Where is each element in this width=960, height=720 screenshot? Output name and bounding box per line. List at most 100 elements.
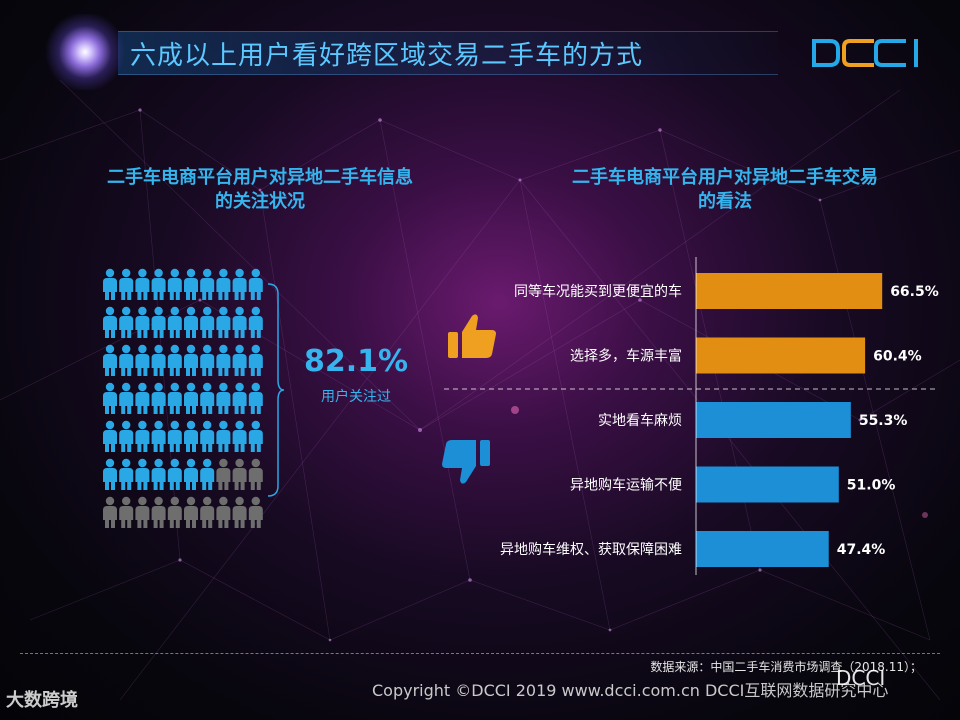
left-section-title: 二手车电商平台用户对异地二手车信息 的关注状况 (60, 166, 460, 214)
person-icon (167, 382, 182, 414)
value-label: 60.4% (873, 349, 922, 365)
thumbs-down-icon (442, 440, 490, 484)
watermark-left: 大数跨境 (6, 690, 78, 711)
right-section-title: 二手车电商平台用户对异地二手车交易 的看法 (520, 166, 930, 214)
person-icon (184, 344, 198, 376)
person-icon (135, 344, 150, 376)
attention-percent-label: 用户关注过 (321, 389, 391, 405)
person-icon (167, 268, 182, 300)
people-icon-grid (103, 268, 263, 528)
value-label: 47.4% (837, 542, 886, 558)
person-icon (119, 306, 134, 338)
person-icon (119, 344, 134, 376)
person-icon (248, 496, 263, 528)
person-icon (248, 306, 263, 338)
category-label: 实地看车麻烦 (598, 412, 682, 429)
person-icon (167, 306, 182, 338)
person-icon (135, 496, 150, 528)
person-icon (135, 306, 150, 338)
dcci-logo (812, 39, 918, 67)
attention-percent: 82.1% (303, 344, 409, 379)
person-icon (200, 382, 215, 414)
footer-divider (20, 653, 940, 654)
person-icon (135, 268, 150, 300)
watermark-right: DCCI (836, 666, 886, 690)
value-label: 51.0% (847, 478, 896, 494)
person-icon (216, 268, 231, 300)
left-title-line1: 二手车电商平台用户对异地二手车信息 (107, 167, 413, 188)
person-icon (200, 344, 215, 376)
person-icon (135, 382, 150, 414)
person-icon (200, 306, 215, 338)
person-icon (103, 458, 117, 490)
category-label: 选择多，车源丰富 (570, 348, 682, 365)
person-icon (135, 458, 150, 490)
value-label: 55.3% (859, 413, 908, 429)
person-icon (200, 496, 215, 528)
person-icon (167, 420, 182, 452)
person-icon (151, 458, 166, 490)
bar (696, 273, 883, 309)
person-icon (119, 420, 134, 452)
category-label: 异地购车维权、获取保障困难 (500, 541, 682, 558)
person-icon (232, 496, 247, 528)
person-icon (103, 382, 117, 414)
person-icon (216, 382, 231, 414)
bar (696, 402, 851, 438)
copyright: Copyright ©DCCI 2019 www.dcci.com.cn DCC… (372, 681, 889, 700)
category-label: 同等车况能买到更便宜的车 (514, 283, 682, 300)
person-icon (232, 458, 247, 490)
left-title-line2: 的关注状况 (215, 191, 305, 212)
bar (696, 337, 866, 374)
person-icon (167, 458, 182, 490)
flare-decoration (42, 14, 128, 90)
person-icon (167, 344, 182, 376)
person-icon (248, 344, 263, 376)
person-icon (248, 382, 263, 414)
person-icon (200, 458, 215, 490)
person-icon (184, 496, 198, 528)
bar (696, 531, 829, 567)
person-icon (151, 382, 166, 414)
person-icon (184, 306, 198, 338)
thumbs-up-icon (448, 314, 496, 358)
person-icon (216, 496, 231, 528)
person-icon (216, 458, 231, 490)
right-title-line1: 二手车电商平台用户对异地二手车交易 (572, 167, 878, 188)
person-icon (151, 344, 166, 376)
person-icon (119, 268, 134, 300)
person-icon (103, 306, 117, 338)
person-icon (232, 420, 247, 452)
person-icon (200, 420, 215, 452)
person-icon (232, 268, 247, 300)
title-bar (118, 31, 778, 75)
page-title: 六成以上用户看好跨区域交易二手车的方式 (130, 41, 644, 71)
person-icon (135, 420, 150, 452)
person-icon (184, 382, 198, 414)
data-source: 数据来源：中国二手车消费市场调查（2018.11）； (650, 660, 922, 674)
person-icon (216, 344, 231, 376)
bar (696, 466, 839, 503)
person-icon (216, 420, 231, 452)
person-icon (119, 496, 134, 528)
highlight-bracket (267, 283, 285, 497)
person-icon (119, 458, 134, 490)
person-icon (184, 268, 198, 300)
person-icon (184, 420, 198, 452)
person-icon (248, 458, 263, 490)
person-icon (119, 382, 134, 414)
person-icon (248, 420, 263, 452)
person-icon (151, 420, 166, 452)
person-icon (167, 496, 182, 528)
person-icon (216, 306, 231, 338)
person-icon (232, 382, 247, 414)
person-icon (248, 268, 263, 300)
person-icon (151, 496, 166, 528)
person-icon (103, 344, 117, 376)
person-icon (151, 268, 166, 300)
opinion-bar-chart: 同等车况能买到更便宜的车 66.5% 选择多，车源丰富 60.4% 实地看车麻烦 55.3… (444, 257, 939, 575)
person-icon (103, 496, 117, 528)
right-title-line2: 的看法 (698, 191, 752, 212)
person-icon (151, 306, 166, 338)
person-icon (232, 344, 247, 376)
